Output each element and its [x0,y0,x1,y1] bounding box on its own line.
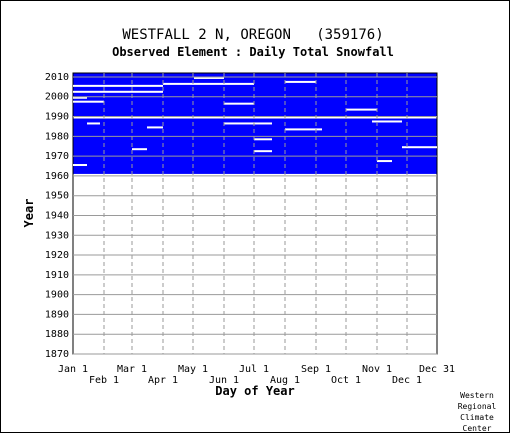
missing-gap-14 [73,96,87,99]
missing-gap-2 [254,150,272,153]
x-tick-label-lower-0: Feb 1 [89,375,119,386]
x-tick-label-upper-0: Jan 1 [58,364,88,375]
x-tick-label-upper-6: Dec 31 [419,364,455,375]
x-tick-label-lower-4: Oct 1 [331,375,361,386]
x-tick-label-lower-5: Dec 1 [392,375,422,386]
y-axis-title: Year [22,199,36,228]
x-tick-label-lower-1: Apr 1 [148,375,178,386]
x-tick-label-upper-4: Sep 1 [301,364,331,375]
missing-gap-7 [147,126,163,129]
missing-gap-15 [73,90,163,93]
missing-gap-6 [285,128,322,131]
y-tick-label-1880: 1880 [45,329,69,340]
credit-block: Western Regional Climate Center [458,391,497,432]
x-tick-label-upper-3: Jul 1 [239,364,269,375]
x-tick-labels: Jan 1 Mar 1 May 1 Jul 1 Sep 1 Nov 1 Dec 31 Feb … [58,364,455,386]
data-block-1 [73,73,437,117]
x-tick-label-upper-1: Mar 1 [117,364,147,375]
y-tick-label-1870: 1870 [45,349,69,360]
x-tick-label-lower-2: Jun 1 [209,375,239,386]
y-tick-label-2000: 2000 [45,92,69,103]
missing-gap-13 [73,100,104,103]
credit-line-2: Regional [458,402,497,411]
missing-gap-4 [402,146,437,149]
x-tick-label-upper-5: Nov 1 [362,364,392,375]
y-tick-label-1900: 1900 [45,290,69,301]
missing-gaps-layer [73,76,437,167]
x-tick-label-upper-2: May 1 [178,364,208,375]
y-tick-label-1950: 1950 [45,191,69,202]
missing-gap-18 [285,80,316,83]
credit-line-4: Center [463,424,492,432]
grid-layer [73,73,437,355]
missing-gap-1 [377,160,392,163]
x-tick-label-lower-3: Aug 1 [270,375,300,386]
missing-gap-12 [224,102,254,105]
chart-subtitle: Observed Element : Daily Total Snowfall [112,45,394,59]
y-tick-label-1970: 1970 [45,151,69,162]
y-tick-labels: 1870 1880 1890 1900 1910 1920 1930 1940 1950 1960… [45,72,69,360]
y-tick-label-1930: 1930 [45,230,69,241]
missing-gap-0 [73,164,87,167]
missing-gap-8 [87,122,100,125]
missing-gap-5 [254,138,272,141]
y-tick-label-1920: 1920 [45,250,69,261]
missing-gap-3 [132,148,147,151]
y-tick-label-2010: 2010 [45,72,69,83]
y-tick-label-1990: 1990 [45,112,69,123]
y-tick-label-1890: 1890 [45,309,69,320]
y-tick-label-1960: 1960 [45,171,69,182]
credit-line-3: Climate [460,413,494,422]
chart-title: WESTFALL 2 N, OREGON (359176) [122,27,383,43]
missing-gap-11 [346,108,377,111]
y-tick-label-1980: 1980 [45,131,69,142]
missing-gap-16 [73,84,163,87]
missing-gap-9 [224,122,272,125]
credit-line-1: Western [460,391,494,400]
missing-gap-10 [372,120,402,123]
missing-gap-17 [163,82,254,85]
data-block-0 [73,118,437,174]
x-axis-title: Day of Year [215,384,294,398]
y-tick-label-1910: 1910 [45,270,69,281]
y-tick-label-1940: 1940 [45,210,69,221]
missing-gap-19 [194,76,224,79]
